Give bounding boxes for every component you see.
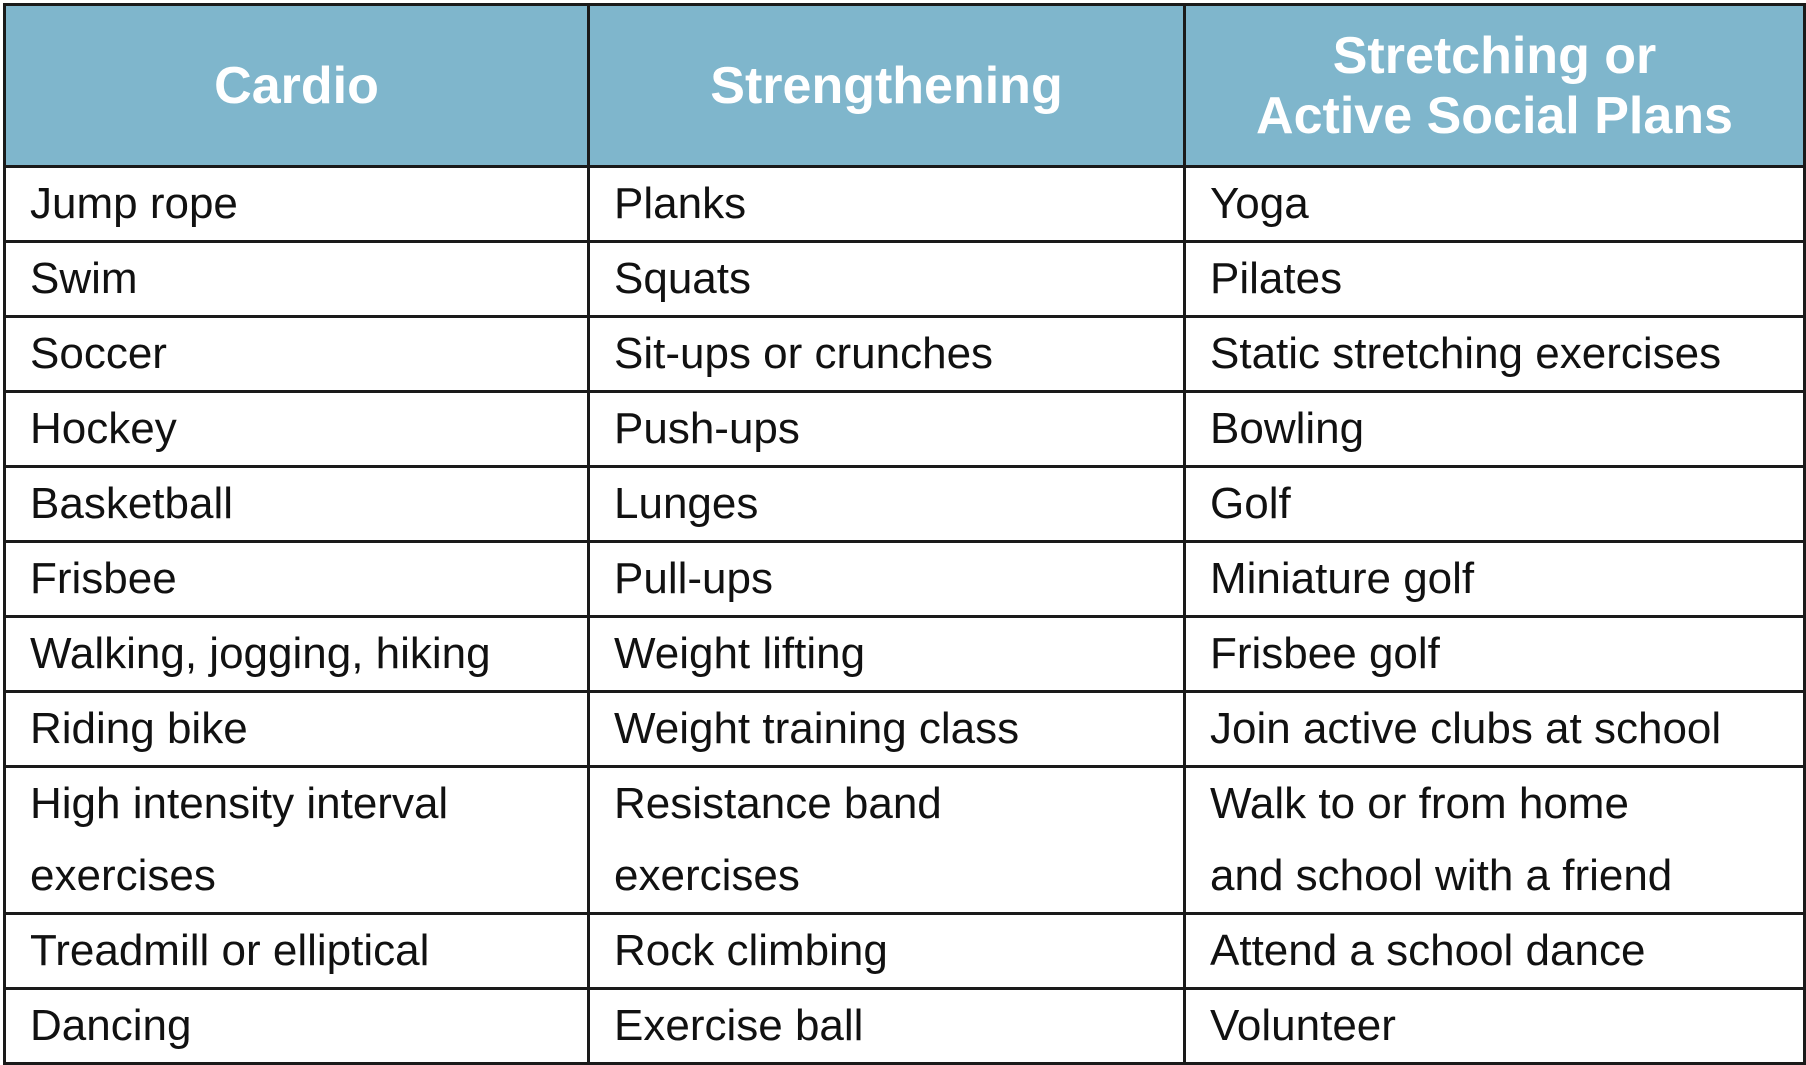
cell-cardio: Dancing xyxy=(3,987,590,1065)
cell-text: Walk to or from home xyxy=(1210,779,1629,828)
cell-text: Dancing xyxy=(30,1001,192,1050)
cell-stretching-social: Yoga xyxy=(1183,165,1806,243)
cell-text: Static stretching exercises xyxy=(1210,329,1722,378)
cell-text: Treadmill or elliptical xyxy=(30,926,430,975)
header-strengthening-line: Strengthening xyxy=(710,56,1063,115)
cell-strengthening: Pull-ups xyxy=(587,540,1186,618)
cell-text: Weight lifting xyxy=(614,629,866,678)
cell-text: Swim xyxy=(30,254,138,303)
cell-strengthening: Planks xyxy=(587,165,1186,243)
header-strengthening: Strengthening xyxy=(587,3,1186,168)
cell-text: Jump rope xyxy=(30,179,238,228)
table-row: Basketball Lunges Golf xyxy=(3,465,1806,543)
header-stretching-line-2: Active Social Plans xyxy=(1256,86,1733,145)
cell-text: Exercise ball xyxy=(614,1001,864,1050)
cell-text: Pilates xyxy=(1210,254,1343,303)
cell-text: Miniature golf xyxy=(1210,554,1475,603)
activity-table-container: Cardio Strengthening Stretching or Activ… xyxy=(3,3,1806,1065)
cell-strengthening: Push-ups xyxy=(587,390,1186,468)
cell-text: Soccer xyxy=(30,329,167,378)
cell-strengthening: Weight training class xyxy=(587,690,1186,768)
header-cardio-line: Cardio xyxy=(214,56,379,115)
cell-text: Rock climbing xyxy=(614,926,888,975)
cell-text: Sit-ups or crunches xyxy=(614,329,994,378)
cell-text: Frisbee xyxy=(30,554,177,603)
cell-text: Basketball xyxy=(30,479,234,528)
cell-text: Weight training class xyxy=(614,704,1020,753)
cell-text: Walking, jogging, hiking xyxy=(30,629,491,678)
cell-cardio: Hockey xyxy=(3,390,590,468)
cell-text: Riding bike xyxy=(30,704,248,753)
table-row: Frisbee Pull-ups Miniature golf xyxy=(3,540,1806,618)
cell-cardio: Jump rope xyxy=(3,165,590,243)
cell-text: Yoga xyxy=(1210,179,1309,228)
cell-text: Attend a school dance xyxy=(1210,926,1646,975)
cell-stretching-social: Miniature golf xyxy=(1183,540,1806,618)
table-row: Riding bike Weight training class Join act… xyxy=(3,690,1806,768)
table-body: Jump rope Planks Yoga Swim Squats Pilates Socc… xyxy=(3,165,1806,1065)
table-row: Jump rope Planks Yoga xyxy=(3,165,1806,243)
cell-stretching-social: Golf xyxy=(1183,465,1806,543)
cell-text: Frisbee golf xyxy=(1210,629,1440,678)
cell-stretching-social: Bowling xyxy=(1183,390,1806,468)
cell-stretching-social: Join active clubs at school xyxy=(1183,690,1806,768)
cell-text: Lunges xyxy=(614,479,759,528)
cell-text: and school with a friend xyxy=(1210,851,1673,900)
cell-strengthening: Sit-ups or crunches xyxy=(587,315,1186,393)
table-row: Soccer Sit-ups or crunches Static stretchi… xyxy=(3,315,1806,393)
cell-text: High intensity interval xyxy=(30,779,449,828)
header-stretching-line-1: Stretching or xyxy=(1332,26,1657,85)
cell-strengthening: Exercise ball xyxy=(587,987,1186,1065)
cell-cardio: Frisbee xyxy=(3,540,590,618)
table-row: High intensity interval exercises Resistan… xyxy=(3,765,1806,915)
cell-text: Volunteer xyxy=(1210,1001,1396,1050)
cell-text: Squats xyxy=(614,254,751,303)
cell-stretching-social: Walk to or from home and school with a fr… xyxy=(1183,765,1806,915)
cell-stretching-social: Static stretching exercises xyxy=(1183,315,1806,393)
cell-text: Golf xyxy=(1210,479,1291,528)
cell-strengthening: Weight lifting xyxy=(587,615,1186,693)
header-cardio: Cardio xyxy=(3,3,590,168)
cell-cardio: High intensity interval exercises xyxy=(3,765,590,915)
table-row: Walking, jogging, hiking Weight lifting Fr… xyxy=(3,615,1806,693)
header-stretching-social: Stretching or Active Social Plans xyxy=(1183,3,1806,168)
cell-cardio: Walking, jogging, hiking xyxy=(3,615,590,693)
cell-text: Hockey xyxy=(30,404,177,453)
cell-cardio: Basketball xyxy=(3,465,590,543)
activity-table: Cardio Strengthening Stretching or Activ… xyxy=(3,3,1806,1065)
cell-text: Push-ups xyxy=(614,404,800,453)
table-row: Hockey Push-ups Bowling xyxy=(3,390,1806,468)
cell-cardio: Soccer xyxy=(3,315,590,393)
cell-strengthening: Lunges xyxy=(587,465,1186,543)
header-row: Cardio Strengthening Stretching or Activ… xyxy=(3,3,1806,168)
cell-strengthening: Resistance band exercises xyxy=(587,765,1186,915)
cell-strengthening: Rock climbing xyxy=(587,912,1186,990)
cell-stretching-social: Frisbee golf xyxy=(1183,615,1806,693)
cell-text: Join active clubs at school xyxy=(1210,704,1722,753)
cell-text: Bowling xyxy=(1210,404,1365,453)
cell-text: Planks xyxy=(614,179,747,228)
cell-stretching-social: Volunteer xyxy=(1183,987,1806,1065)
cell-text: exercises xyxy=(30,851,216,900)
cell-stretching-social: Attend a school dance xyxy=(1183,912,1806,990)
table-header: Cardio Strengthening Stretching or Activ… xyxy=(3,3,1806,168)
cell-text: Pull-ups xyxy=(614,554,773,603)
table-row: Swim Squats Pilates xyxy=(3,240,1806,318)
cell-text: exercises xyxy=(614,851,800,900)
cell-strengthening: Squats xyxy=(587,240,1186,318)
cell-stretching-social: Pilates xyxy=(1183,240,1806,318)
cell-cardio: Riding bike xyxy=(3,690,590,768)
table-row: Dancing Exercise ball Volunteer xyxy=(3,987,1806,1065)
cell-text: Resistance band xyxy=(614,779,942,828)
table-row: Treadmill or elliptical Rock climbing Atte… xyxy=(3,912,1806,990)
cell-cardio: Swim xyxy=(3,240,590,318)
cell-cardio: Treadmill or elliptical xyxy=(3,912,590,990)
